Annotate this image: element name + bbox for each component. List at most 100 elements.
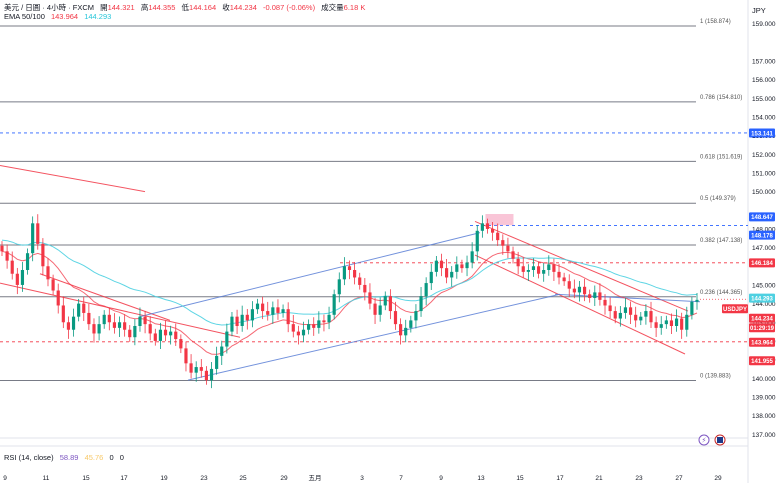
candle-body (613, 311, 617, 319)
long-downtrend-line[interactable] (0, 164, 146, 193)
candle-body (143, 316, 147, 325)
price-tick-label: 140.000 (752, 376, 776, 383)
high-value: 144.355 (148, 3, 176, 12)
fib-level-label: 0.5 (149.379) (700, 196, 736, 202)
price-label-box (749, 313, 775, 323)
volume-label: 成交量 (321, 3, 344, 12)
price-tick-label: 151.000 (752, 170, 776, 177)
candlesticks (0, 214, 699, 389)
candle-body (485, 223, 490, 229)
price-label-text: 146.184 (751, 261, 773, 267)
channel-upper-line[interactable] (139, 232, 481, 318)
price-tick-label: 145.000 (752, 282, 776, 289)
descending-channel-upper[interactable] (474, 221, 689, 312)
candle-body (158, 329, 163, 341)
candle-body (491, 228, 495, 233)
candle-body (562, 277, 566, 282)
currency-label[interactable]: JPY (752, 6, 766, 15)
chart-grid (0, 0, 749, 483)
candle-body (460, 264, 464, 269)
price-tick-label: 138.000 (752, 413, 776, 420)
candle-body (470, 251, 474, 263)
candle-body (71, 316, 76, 330)
price-axis[interactable]: 159.000157.000156.000155.000154.000153.0… (752, 21, 776, 439)
candle-body (419, 296, 423, 312)
candle-body (220, 346, 224, 356)
candle-body (276, 307, 280, 313)
candle-body (674, 318, 679, 326)
candle-body (552, 264, 556, 272)
trendline-drawings[interactable] (0, 164, 701, 381)
rsi-z2: 0 (119, 453, 124, 462)
price-tick-label: 156.000 (752, 77, 776, 84)
candle-body (87, 312, 91, 325)
candle-body (10, 260, 14, 274)
candle-body (475, 230, 479, 252)
downtrend-line-left-1[interactable] (0, 282, 241, 338)
candle-body (92, 324, 96, 334)
time-tick-label: 25 (239, 475, 247, 482)
candle-body (506, 245, 510, 252)
candle-body (542, 270, 546, 274)
candle-body (307, 324, 311, 330)
candle-body (501, 240, 505, 246)
candle-body (189, 363, 193, 373)
candle-body (266, 311, 270, 315)
candle-body (680, 318, 684, 330)
time-tick-label: 21 (595, 475, 603, 482)
ema100-line (1, 239, 698, 326)
candle-body (20, 270, 25, 285)
candle-body (664, 320, 668, 325)
time-tick-label: 23 (200, 475, 208, 482)
candle-body (199, 367, 203, 371)
low-value: 144.164 (189, 3, 217, 12)
candle-body (123, 322, 127, 330)
price-label-text: USDJPY (723, 307, 747, 313)
candle-body (608, 305, 612, 312)
downtrend-line-left-2[interactable] (39, 273, 171, 321)
candle-body (557, 271, 561, 278)
resistance-zone[interactable] (485, 214, 514, 226)
candle-body (5, 251, 9, 261)
candle-body (225, 331, 229, 347)
price-label-text: 144.293 (751, 296, 773, 302)
fibonacci-retracement[interactable]: 1 (158.874) 0.786 (154.810) 0.618 (151.619… (0, 19, 742, 381)
price-label-text: 141.955 (751, 359, 773, 365)
candle-body (317, 320, 321, 328)
candle-body (634, 314, 638, 321)
candle-body (296, 331, 300, 336)
candle-body (322, 320, 326, 323)
time-tick-label: 13 (477, 475, 485, 482)
channel-extension-line[interactable] (554, 293, 701, 303)
time-axis[interactable]: 9 11 15 17 19 23 25 29 五月 3 7 9 13 15 17 21 23 27 29 (3, 474, 722, 482)
candle-body (15, 273, 19, 285)
open-label: 開 (100, 3, 108, 12)
candle-body (209, 368, 214, 381)
fib-level-label: 0 (139.883) (700, 373, 731, 379)
candle-body (286, 309, 290, 325)
channel-lower-line[interactable] (187, 293, 561, 381)
price-tick-label: 154.000 (752, 114, 776, 121)
candle-body (82, 303, 86, 313)
candle-body (628, 307, 633, 315)
candle-body (312, 324, 316, 328)
time-tick-label: 19 (160, 475, 168, 482)
candle-body (327, 314, 331, 323)
candle-body (271, 307, 275, 315)
chart-icons[interactable]: ⚡ (698, 434, 726, 446)
candle-body (685, 314, 689, 330)
price-tick-label: 157.000 (752, 58, 776, 65)
descending-channel-lower[interactable] (474, 254, 686, 355)
fib-level-label: 1 (158.874) (700, 19, 731, 25)
ema-legend[interactable]: EMA 50/100 143.964 144.293 (4, 12, 115, 21)
candle-body (399, 324, 403, 336)
candle-body (194, 367, 198, 373)
candle-body (480, 223, 484, 231)
lightning-event-icon[interactable] (698, 434, 710, 446)
candle-body (240, 314, 244, 326)
symbol-title[interactable]: 美元 / 日圓 · 4小時 · FXCM (4, 3, 94, 12)
rsi-legend[interactable]: RSI (14, close) 58.89 45.76 0 0 (4, 453, 128, 462)
price-label-box (749, 212, 775, 222)
time-tick-label: 9 (439, 475, 443, 482)
